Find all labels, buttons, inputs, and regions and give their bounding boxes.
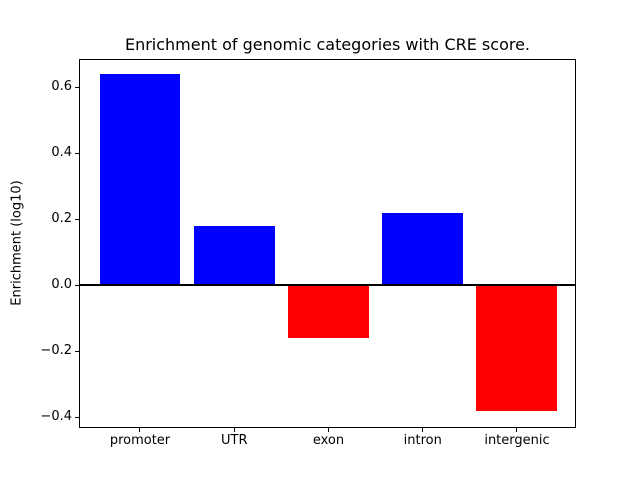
bar-intron: [382, 212, 464, 286]
x-tick-label-intergenic: intergenic: [484, 433, 550, 448]
chart-title: Enrichment of genomic categories with CR…: [124, 35, 531, 54]
y-tick-mark: [75, 86, 79, 88]
y-tick-mark: [75, 218, 79, 220]
y-tick-label: 0.2: [51, 211, 72, 227]
x-tick-mark: [516, 428, 518, 432]
x-tick-label-UTR: UTR: [220, 433, 248, 448]
y-tick-mark: [75, 416, 79, 418]
y-tick-mark: [75, 152, 79, 154]
bar-exon: [287, 285, 369, 338]
x-tick-label-exon: exon: [312, 433, 345, 448]
x-tick-mark: [422, 428, 424, 432]
bar-intergenic: [476, 285, 558, 411]
x-tick-label-intron: intron: [403, 433, 442, 448]
y-tick-mark: [75, 284, 79, 286]
plot-area: [80, 60, 575, 427]
x-tick-mark: [327, 428, 329, 432]
y-tick-label: −0.2: [40, 343, 72, 359]
y-tick-label: 0.0: [51, 277, 72, 293]
axes: [79, 59, 576, 428]
y-tick-label: −0.4: [40, 409, 72, 425]
zero-line: [80, 284, 575, 287]
bar-UTR: [193, 225, 275, 286]
bar-promoter: [99, 74, 181, 286]
y-tick-label: 0.4: [51, 145, 72, 161]
y-tick-mark: [75, 350, 79, 352]
x-tick-mark: [233, 428, 235, 432]
x-tick-mark: [139, 428, 141, 432]
y-tick-label: 0.6: [51, 79, 72, 95]
x-tick-label-promoter: promoter: [109, 433, 171, 448]
